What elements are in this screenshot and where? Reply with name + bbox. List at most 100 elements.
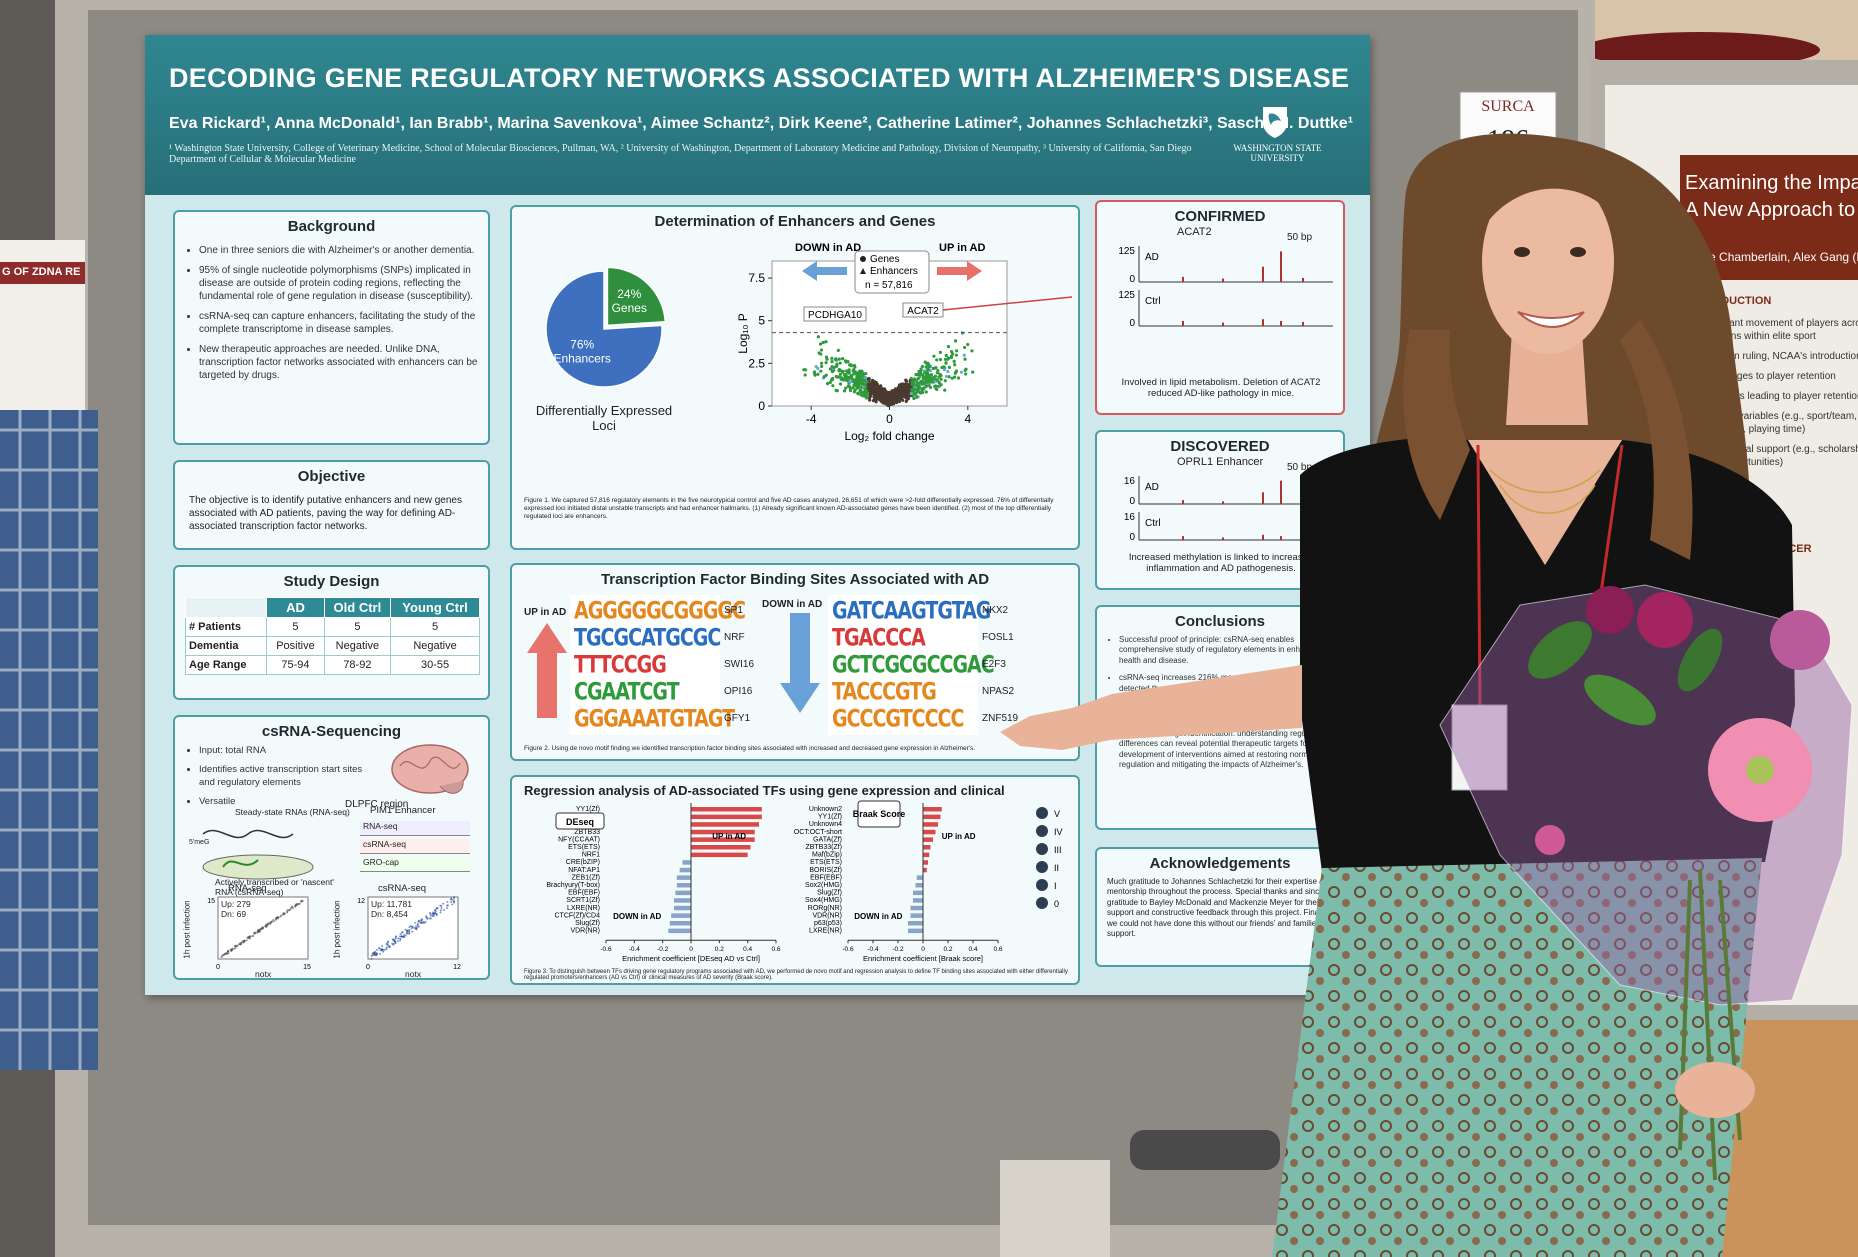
volcano-dot xyxy=(830,360,834,364)
volcano-dot xyxy=(820,364,824,369)
bar xyxy=(676,883,691,888)
scatter-dot xyxy=(378,947,381,950)
legend-enhancers xyxy=(860,268,866,274)
volcano-dot xyxy=(837,369,841,373)
scatter-dot xyxy=(257,929,260,932)
leaf xyxy=(1528,621,1592,679)
scatter-dot xyxy=(399,939,402,942)
volcano-dot xyxy=(901,391,906,395)
volcano-dot xyxy=(913,391,917,395)
plot-title: RNA-seq xyxy=(228,883,267,894)
volcano-dot xyxy=(876,395,881,399)
volcano-dot xyxy=(906,397,910,401)
volcano-dot xyxy=(915,372,919,377)
scatter-dot xyxy=(416,926,419,929)
volcano-dot xyxy=(901,382,905,386)
volcano-dot xyxy=(923,360,927,364)
stage-marker xyxy=(1036,897,1048,909)
track xyxy=(360,821,470,836)
left-poster-header xyxy=(0,262,85,284)
label: IV xyxy=(1054,827,1063,837)
label: 2.5 xyxy=(748,356,765,370)
volcano-dot xyxy=(851,369,855,373)
volcano-dot xyxy=(962,353,966,357)
tf-name: OPI16 xyxy=(724,686,753,697)
bar xyxy=(682,860,691,865)
label: -0.6 xyxy=(842,946,854,953)
poster: DECODING GENE REGULATORY NETWORKS ASSOCI… xyxy=(145,35,1370,995)
volcano-dot xyxy=(901,398,905,402)
label: NFY(CCAAT) xyxy=(558,836,600,843)
volcano-dot xyxy=(934,366,938,370)
table-cell: Negative xyxy=(323,636,392,656)
bar xyxy=(908,921,923,926)
label: RORg(NR) xyxy=(808,905,842,912)
label: CRE(bZIP) xyxy=(566,859,600,866)
volcano-dot xyxy=(938,372,942,376)
volcano-dot xyxy=(816,366,820,370)
bar xyxy=(669,921,691,926)
label: Braak Score xyxy=(853,809,906,819)
volcano-dot xyxy=(893,389,897,393)
rna-strand xyxy=(202,829,294,839)
scatter-dot xyxy=(220,956,223,959)
volcano-dot xyxy=(916,376,920,381)
scatter-dot xyxy=(446,901,449,904)
label: LXRE(NR) xyxy=(809,928,842,935)
title-line: Examining the Impact xyxy=(1685,172,1858,194)
plot-title: csRNA-seq xyxy=(378,883,427,894)
volcano-dot xyxy=(935,358,939,362)
bar xyxy=(676,875,691,880)
label: Slug(Zf) xyxy=(575,920,600,927)
scatter-dot xyxy=(379,952,382,955)
volcano-dot xyxy=(953,375,957,379)
label: DEseq xyxy=(566,817,594,827)
volcano-dot xyxy=(954,339,958,343)
scatter-dot xyxy=(425,914,428,917)
volcano-dot xyxy=(843,359,848,363)
volcano-dot xyxy=(875,384,880,388)
acknowledgements-box: Acknowledgements Much gratitude to Johann… xyxy=(1095,847,1345,967)
badge xyxy=(1451,704,1508,791)
section-title: Determination of Enhancers and Genes xyxy=(654,213,936,230)
x-axis-label: notx xyxy=(255,969,272,979)
volcano-dot xyxy=(954,353,958,357)
scatter-dot xyxy=(418,919,421,922)
up-arrow xyxy=(527,623,567,718)
bar xyxy=(915,883,923,888)
volcano-dot xyxy=(879,398,884,402)
scatter-dot xyxy=(289,907,292,910)
scatter-dot xyxy=(453,900,456,903)
face xyxy=(1482,170,1614,354)
scatter-dot xyxy=(264,925,267,928)
label: AD xyxy=(1145,252,1159,263)
volcano-dot xyxy=(831,377,835,382)
label: 12 xyxy=(453,964,461,971)
table-row: Age Range 75-94 78-92 30-55 xyxy=(184,655,480,675)
volcano-dot xyxy=(899,387,903,391)
steady-label: Steady-state RNAs (RNA-seq) xyxy=(235,807,350,817)
volcano-dot xyxy=(834,357,838,361)
volcano-dot xyxy=(816,335,820,339)
label: p63(p53) xyxy=(814,920,842,927)
volcano-dot xyxy=(919,368,923,373)
objective-text: The objective is to identify putative en… xyxy=(189,495,462,532)
volcano-dot xyxy=(956,376,961,380)
scatter-dot xyxy=(385,946,388,949)
label: EBF(EBF) xyxy=(568,890,600,897)
volcano-dot xyxy=(930,376,934,380)
label: -0.4 xyxy=(629,946,641,953)
volcano-dot xyxy=(909,392,913,396)
scatter-dot xyxy=(409,924,412,927)
volcano-dot xyxy=(909,376,913,380)
poster-affiliations: ¹ Washington State University, College o… xyxy=(169,143,1192,165)
volcano-dot xyxy=(946,369,950,374)
volcano-dot xyxy=(841,369,845,373)
label: Enrichment coefficient [Braak score] xyxy=(863,954,983,963)
volcano-dot xyxy=(937,375,941,379)
table-cell: 78-92 xyxy=(323,655,392,675)
left-poster-title: G OF ZDNA RE xyxy=(2,266,81,278)
necklace xyxy=(1489,469,1601,494)
